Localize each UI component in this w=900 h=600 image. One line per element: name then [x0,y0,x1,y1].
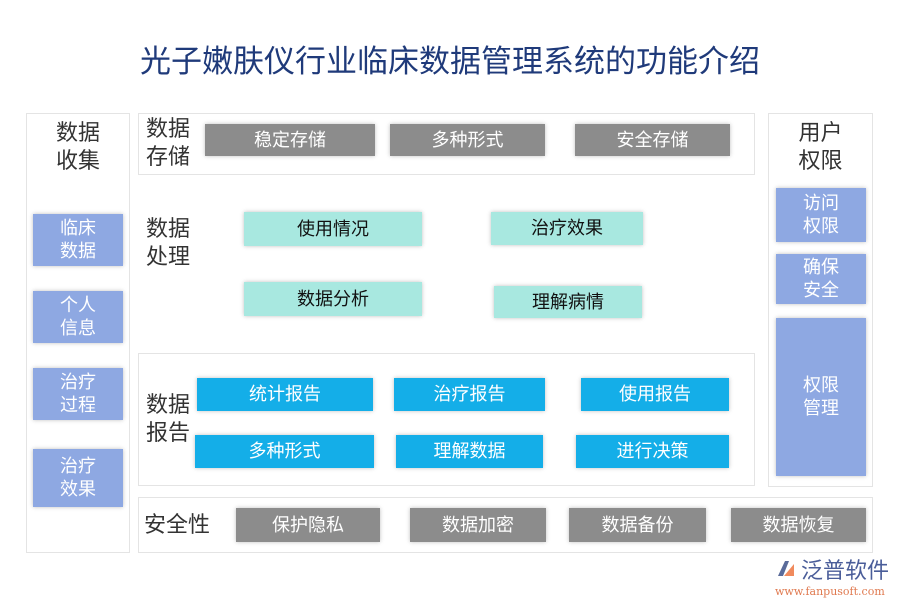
button-label: 使用报告 [619,384,691,405]
permission-label: 用户权限 [798,121,843,174]
button-label: 治疗效果 [60,456,96,500]
report-item[interactable]: 理解数据 [396,435,543,468]
report-item[interactable]: 多种形式 [195,435,374,468]
security-item[interactable]: 数据恢复 [731,508,866,542]
processing-item[interactable]: 数据分析 [244,282,422,316]
collect-item[interactable]: 治疗过程 [33,368,123,420]
fanpu-logo: 泛普软件 www.fanpusoft.com [775,559,890,598]
button-label: 稳定存储 [254,129,326,151]
logo-icon [778,561,794,576]
button-label: 数据备份 [601,514,674,536]
button-label: 数据分析 [297,288,369,310]
report-item[interactable]: 进行决策 [576,435,729,468]
button-label: 治疗效果 [531,218,603,239]
permission-item[interactable]: 权限管理 [776,318,866,476]
collect-item[interactable]: 治疗效果 [33,449,123,507]
button-label: 安全存储 [616,129,689,151]
button-label: 保护隐私 [272,514,344,536]
permission-item[interactable]: 确保安全 [776,254,866,304]
security-panel [138,497,873,553]
button-label: 权限管理 [803,375,839,419]
storage-item[interactable]: 安全存储 [575,124,730,156]
data-report-panel [138,353,755,486]
button-label: 统计报告 [249,384,321,405]
report-item[interactable]: 使用报告 [581,378,729,411]
button-label: 使用情况 [297,218,369,240]
data-report-label: 数据报告 [145,393,190,446]
storage-item[interactable]: 稳定存储 [205,124,375,156]
security-label: 安全性 [144,513,211,538]
security-item[interactable]: 保护隐私 [236,508,380,542]
processing-item[interactable]: 治疗效果 [491,212,643,245]
button-label: 数据恢复 [762,514,835,536]
collect-item[interactable]: 个人信息 [33,291,123,343]
data-collect-label: 数据收集 [55,121,100,174]
data-processing-label: 数据处理 [145,217,190,270]
button-label: 多种形式 [248,441,321,462]
button-label: 进行决策 [616,441,689,462]
button-label: 确保安全 [803,257,839,301]
permission-item[interactable]: 访问权限 [776,188,866,242]
page-title: 光子嫩肤仪行业临床数据管理系统的功能介绍 [140,44,760,80]
button-label: 访问权限 [803,193,839,237]
button-label: 治疗过程 [60,372,96,416]
button-label: 个人信息 [60,295,96,339]
security-item[interactable]: 数据加密 [410,508,546,542]
report-item[interactable]: 治疗报告 [394,378,545,411]
storage-item[interactable]: 多种形式 [390,124,545,156]
permission-panel [768,113,873,487]
button-label: 理解病情 [532,291,604,313]
data-storage-panel [138,113,755,175]
button-label: 临床数据 [60,218,96,262]
button-label: 治疗报告 [433,384,506,405]
collect-item[interactable]: 临床数据 [33,214,123,266]
button-label: 数据加密 [442,514,514,536]
button-label: 理解数据 [433,441,506,462]
processing-item[interactable]: 使用情况 [244,212,422,246]
button-label: 多种形式 [431,129,504,151]
data-collect-panel [26,113,130,553]
data-storage-label: 数据存储 [145,117,190,170]
processing-item[interactable]: 理解病情 [494,286,642,318]
report-item[interactable]: 统计报告 [197,378,373,411]
security-item[interactable]: 数据备份 [569,508,706,542]
